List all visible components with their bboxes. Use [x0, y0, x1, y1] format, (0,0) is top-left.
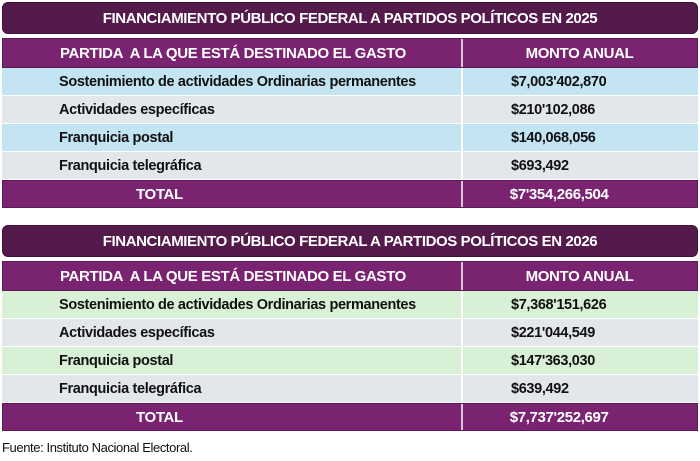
- table-title: FINANCIAMIENTO PÚBLICO FEDERAL A PARTIDO…: [102, 232, 598, 250]
- row-amount: $221'044,549: [511, 324, 595, 341]
- table-2026: FINANCIAMIENTO PÚBLICO FEDERAL A PARTIDO…: [2, 225, 698, 431]
- table-total-row: TOTAL $7,737'252,697: [2, 403, 698, 431]
- table-row: Franquicia postal $140,068,056: [2, 124, 698, 152]
- header-amount: MONTO ANUAL: [525, 44, 634, 62]
- table-total-row: TOTAL $7'354,266,504: [2, 180, 698, 208]
- table-row: Actividades específicas $210'102,086: [2, 96, 698, 124]
- table-row: Franquicia telegráfica $639,492: [2, 375, 698, 403]
- table-title-bar: FINANCIAMIENTO PÚBLICO FEDERAL A PARTIDO…: [2, 2, 698, 34]
- row-concept: Sostenimiento de actividades Ordinarias …: [2, 68, 463, 95]
- row-concept: Franquicia postal: [2, 347, 463, 374]
- total-label: TOTAL: [3, 181, 463, 207]
- row-amount: $7,003'402,870: [511, 73, 607, 90]
- header-amount: MONTO ANUAL: [525, 267, 634, 285]
- row-amount: $147'363,030: [511, 352, 595, 369]
- total-amount: $7'354,266,504: [509, 185, 609, 203]
- source-note: Fuente: Instituto Nacional Electoral.: [2, 440, 193, 455]
- total-amount: $7,737'252,697: [509, 408, 609, 426]
- row-concept: Sostenimiento de actividades Ordinarias …: [2, 291, 463, 318]
- row-concept: Actividades específicas: [2, 96, 463, 123]
- table-title-bar: FINANCIAMIENTO PÚBLICO FEDERAL A PARTIDO…: [2, 225, 698, 257]
- row-amount: $210'102,086: [511, 101, 595, 118]
- row-amount: $693,492: [511, 157, 569, 174]
- row-concept: Franquicia telegráfica: [2, 375, 463, 402]
- table-header-row: PARTIDA A LA QUE ESTÁ DESTINADO EL GASTO…: [2, 38, 698, 68]
- row-amount: $639,492: [511, 380, 569, 397]
- table-row: Franquicia telegráfica $693,492: [2, 152, 698, 180]
- header-concept: PARTIDA A LA QUE ESTÁ DESTINADO EL GASTO: [3, 262, 463, 290]
- table-header-row: PARTIDA A LA QUE ESTÁ DESTINADO EL GASTO…: [2, 261, 698, 291]
- table-row: Sostenimiento de actividades Ordinarias …: [2, 68, 698, 96]
- total-label: TOTAL: [3, 404, 463, 430]
- table-row: Sostenimiento de actividades Ordinarias …: [2, 291, 698, 319]
- table-row: Franquicia postal $147'363,030: [2, 347, 698, 375]
- row-amount: $140,068,056: [511, 129, 596, 146]
- table-title: FINANCIAMIENTO PÚBLICO FEDERAL A PARTIDO…: [102, 9, 598, 27]
- table-2025: FINANCIAMIENTO PÚBLICO FEDERAL A PARTIDO…: [2, 2, 698, 208]
- row-concept: Actividades específicas: [2, 319, 463, 346]
- row-amount: $7,368'151,626: [511, 296, 607, 313]
- table-body: PARTIDA A LA QUE ESTÁ DESTINADO EL GASTO…: [2, 38, 698, 208]
- row-concept: Franquicia telegráfica: [2, 152, 463, 179]
- header-concept: PARTIDA A LA QUE ESTÁ DESTINADO EL GASTO: [3, 39, 463, 67]
- row-concept: Franquicia postal: [2, 124, 463, 151]
- table-body: PARTIDA A LA QUE ESTÁ DESTINADO EL GASTO…: [2, 261, 698, 431]
- table-row: Actividades específicas $221'044,549: [2, 319, 698, 347]
